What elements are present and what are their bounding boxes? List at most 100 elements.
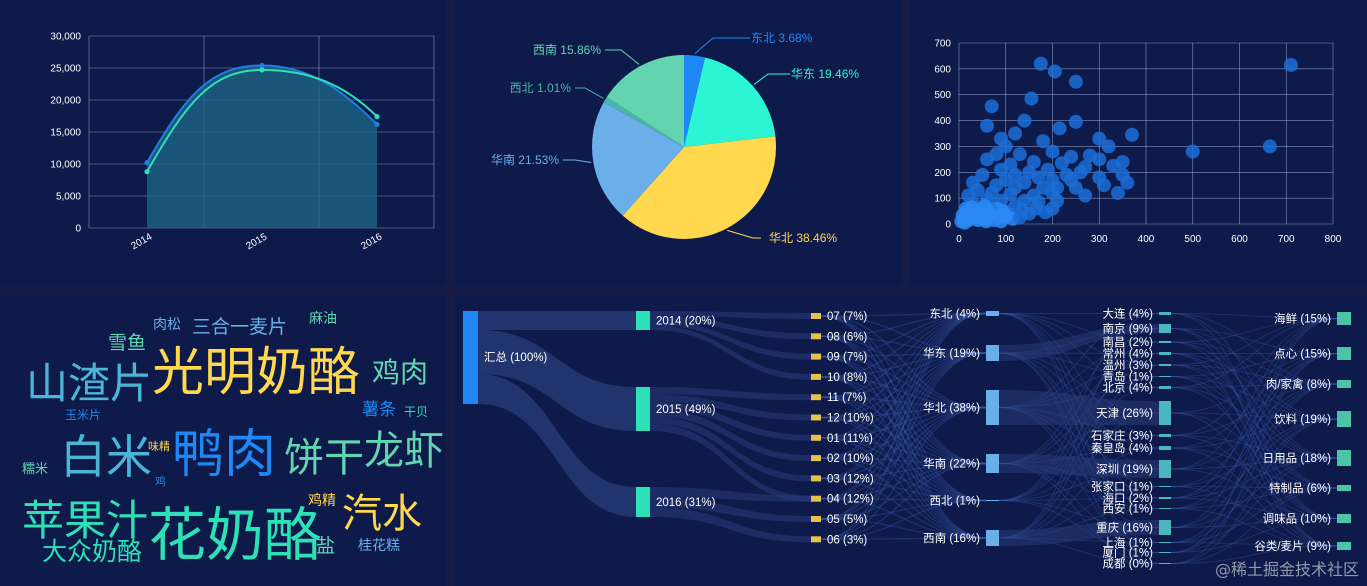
sankey-link — [820, 335, 987, 465]
sankey-node-label: 上海 (1%) — [1103, 536, 1154, 550]
sankey-link — [650, 325, 811, 380]
sankey-link — [478, 374, 636, 517]
pie-slice-label: 东北 3.68% — [751, 31, 813, 45]
sankey-node — [1159, 312, 1171, 315]
sankey-node — [1337, 450, 1351, 466]
sankey-link — [820, 352, 987, 500]
sankey-link — [650, 487, 811, 502]
sankey-link — [1170, 383, 1338, 499]
sankey-node — [1337, 514, 1351, 523]
scatter-point — [1036, 134, 1051, 149]
sankey-node-label: 汇总 (100%) — [484, 350, 547, 364]
sankey-link — [1170, 318, 1338, 366]
scatter-point — [1096, 178, 1111, 193]
sankey-link — [820, 352, 987, 358]
sankey-link — [820, 312, 987, 520]
sankey-link — [1170, 418, 1338, 543]
sankey-link — [820, 537, 987, 540]
sankey-link — [820, 462, 987, 480]
x-tick-label: 200 — [1044, 234, 1061, 245]
sankey-node-label: 12 (10%) — [827, 413, 874, 425]
sankey-link — [820, 315, 987, 354]
sankey-node — [1337, 542, 1351, 550]
sankey-link — [820, 335, 987, 539]
sankey-node — [636, 487, 650, 517]
sankey-link — [820, 406, 987, 480]
pie-slice — [603, 97, 684, 147]
word-cloud-word: 麻油 — [309, 310, 337, 326]
scatter-point — [1024, 91, 1039, 106]
sankey-link — [820, 396, 987, 502]
y-tick-label: 25,000 — [50, 64, 81, 75]
sankey-link — [478, 311, 636, 330]
sankey-node-label: 海口 (2%) — [1103, 491, 1154, 505]
y-tick-label: 20,000 — [50, 96, 81, 107]
scatter-point — [1068, 74, 1083, 89]
data-point — [144, 160, 150, 166]
sankey-link — [1170, 313, 1338, 385]
y-tick-label: 5,000 — [56, 192, 81, 203]
watermark: @稀土掘金技术社区 — [1214, 560, 1359, 579]
sankey-link — [820, 312, 987, 337]
word-cloud-word: 薯条 — [362, 400, 396, 419]
word-cloud-word: 汽水 — [342, 492, 422, 536]
sankey-link — [1170, 353, 1338, 543]
pie-slice — [622, 136, 776, 239]
sankey-node — [1159, 542, 1171, 543]
sankey-link — [650, 409, 811, 462]
sankey-node-label: 华东 (19%) — [923, 346, 980, 360]
sankey-link — [1170, 412, 1338, 547]
sankey-node-label: 石家庄 (3%) — [1091, 429, 1153, 443]
sankey-link — [1170, 468, 1338, 519]
x-tick-label: 300 — [1091, 234, 1108, 245]
sankey-link — [1170, 486, 1338, 547]
sankey-link — [1170, 418, 1338, 509]
area-chart-panel: 0 5,000 10,000 15,000 20,000 25,000 30,000 2014… — [0, 0, 446, 285]
sankey-link — [1170, 328, 1338, 354]
x-tick-label: 700 — [1278, 234, 1295, 245]
sankey-link — [820, 499, 987, 520]
sankey-link — [1170, 542, 1338, 547]
sankey-link — [1170, 364, 1338, 459]
scatter-chart-panel: 0 100 200 300 400 500 600 700 0 100 200 300 400 500 60… — [910, 0, 1367, 285]
sankey-link — [820, 352, 987, 378]
sankey-link — [820, 416, 987, 539]
sankey-node — [1159, 497, 1171, 499]
scatter-point — [1092, 152, 1107, 167]
sankey-node-label: 2014 (20%) — [656, 316, 716, 328]
sankey-node — [811, 353, 821, 360]
data-point — [259, 62, 265, 69]
sankey-link — [1170, 487, 1338, 509]
sankey-node — [811, 495, 821, 502]
sankey-link — [1170, 412, 1338, 489]
sankey-node-label: 05 (5%) — [827, 514, 867, 526]
sankey-link — [1170, 486, 1338, 489]
sankey-link — [820, 376, 987, 539]
sankey-link — [820, 352, 987, 459]
word-cloud-word: 肉松 — [153, 316, 181, 332]
sankey-link — [820, 437, 987, 502]
sankey-node-label: 成都 (0%) — [1103, 558, 1154, 571]
sankey-link — [1170, 447, 1338, 547]
scatter-point — [989, 147, 1004, 162]
sankey-link — [1170, 383, 1338, 388]
y-tick-label: 300 — [934, 142, 951, 153]
sankey-link — [1170, 376, 1338, 489]
sankey-node — [1337, 380, 1351, 388]
sankey-node-label: 常州 (4%) — [1103, 348, 1154, 361]
scatter-point — [1092, 131, 1107, 146]
sankey-link — [820, 355, 987, 502]
scatter-point — [1033, 56, 1048, 71]
sankey-link — [1170, 435, 1338, 519]
sankey-link — [820, 312, 987, 439]
sankey-link — [820, 312, 987, 317]
sankey-node — [986, 311, 999, 316]
sankey-node-label: 调味品 (10%) — [1263, 513, 1332, 526]
scatter-point — [1047, 64, 1062, 79]
x-tick-label: 2014 — [129, 231, 154, 252]
word-cloud-panel: 光明奶酪 花奶酪 鸭肉 白米 山渣片 饼干 龙虾 苹果汁 汽水 鸡肉 大众奶酪 三合一麦片 雪鱼 薯条 肉松… — [0, 295, 446, 586]
sankey-node — [811, 394, 821, 401]
sankey-node-label: 青岛 (1%) — [1103, 370, 1154, 384]
sankey-node-label: 张家口 (1%) — [1091, 480, 1153, 494]
